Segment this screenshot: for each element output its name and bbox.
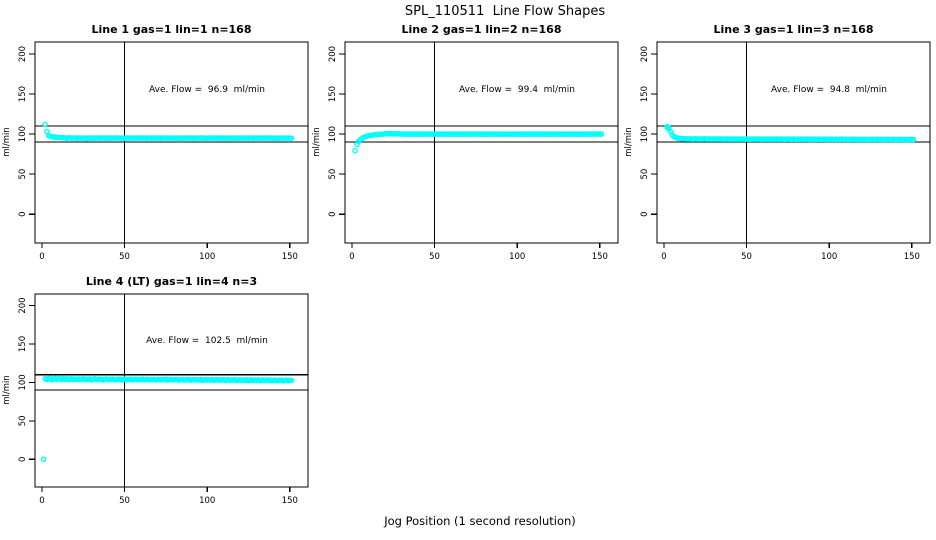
panel3-ave-flow-annotation: Ave. Flow = 94.8 ml/min — [771, 85, 887, 95]
panel1-ave-flow-annotation: Ave. Flow = 96.9 ml/min — [149, 85, 265, 95]
x-axis-tick-label: 100 — [509, 252, 525, 262]
y-axis-tick-label: 150 — [18, 336, 28, 352]
y-axis-tick-label: 200 — [18, 297, 28, 313]
x-axis-tick-label: 0 — [39, 252, 44, 262]
x-axis-tick-label: 100 — [821, 252, 837, 262]
y-axis-tick-label: 0 — [640, 211, 650, 216]
figure-title: SPL_110511 Line Flow Shapes — [404, 4, 606, 19]
x-axis-tick-label: 150 — [904, 252, 920, 262]
panel1-title: Line 1 gas=1 lin=1 n=168 — [91, 23, 252, 36]
panel3-title: Line 3 gas=1 lin=3 n=168 — [713, 23, 874, 36]
y-axis-tick-label: 0 — [18, 211, 28, 216]
data-point — [288, 135, 295, 141]
x-axis-tick-label: 0 — [349, 252, 354, 262]
y-axis-tick-label: 50 — [18, 169, 28, 180]
x-axis-tick-label: 150 — [592, 252, 608, 262]
y-axis-tick-label: 100 — [18, 374, 28, 390]
x-axis-tick-label: 0 — [39, 496, 44, 506]
panel1-y-axis-label: ml/min — [2, 127, 12, 157]
y-axis-tick-label: 150 — [328, 86, 338, 102]
x-axis-tick-label: 100 — [199, 252, 215, 262]
panel2-y-axis-label: ml/min — [312, 127, 322, 157]
data-point — [352, 147, 359, 154]
y-axis-tick-label: 100 — [640, 126, 650, 142]
y-axis-tick-label: 0 — [18, 457, 28, 462]
x-axis-tick-label: 50 — [119, 496, 130, 506]
y-axis-tick-label: 200 — [328, 46, 338, 62]
x-axis-label: Jog Position (1 second resolution) — [384, 514, 576, 528]
x-axis-tick-label: 100 — [199, 496, 215, 506]
y-axis-tick-label: 50 — [18, 415, 28, 426]
x-axis-tick-label: 50 — [429, 252, 440, 262]
panel2-title: Line 2 gas=1 lin=2 n=168 — [401, 23, 562, 36]
panel4-y-axis-label: ml/min — [2, 375, 12, 405]
y-axis-tick-label: 150 — [18, 86, 28, 102]
x-axis-tick-label: 150 — [282, 252, 298, 262]
y-axis-tick-label: 0 — [328, 211, 338, 216]
y-axis-tick-label: 100 — [328, 126, 338, 142]
x-axis-tick-label: 150 — [282, 496, 298, 506]
data-point — [42, 121, 49, 128]
panel2-ave-flow-annotation: Ave. Flow = 99.4 ml/min — [459, 85, 575, 95]
y-axis-tick-label: 150 — [640, 86, 650, 102]
x-axis-tick-label: 50 — [119, 252, 130, 262]
x-axis-tick-label: 0 — [661, 252, 666, 262]
y-axis-tick-label: 200 — [18, 46, 28, 62]
data-point — [910, 136, 917, 143]
y-axis-tick-label: 200 — [640, 46, 650, 62]
panel4-title: Line 4 (LT) gas=1 lin=4 n=3 — [85, 275, 258, 288]
panel3-y-axis-label: ml/min — [624, 127, 634, 157]
data-point — [40, 456, 47, 463]
y-axis-tick-label: 100 — [18, 126, 28, 142]
y-axis-tick-label: 50 — [328, 169, 338, 180]
y-axis-tick-label: 50 — [640, 169, 650, 180]
data-point — [288, 377, 295, 384]
x-axis-tick-label: 50 — [741, 252, 752, 262]
data-point — [598, 131, 605, 137]
panel4-ave-flow-annotation: Ave. Flow = 102.5 ml/min — [146, 336, 268, 346]
